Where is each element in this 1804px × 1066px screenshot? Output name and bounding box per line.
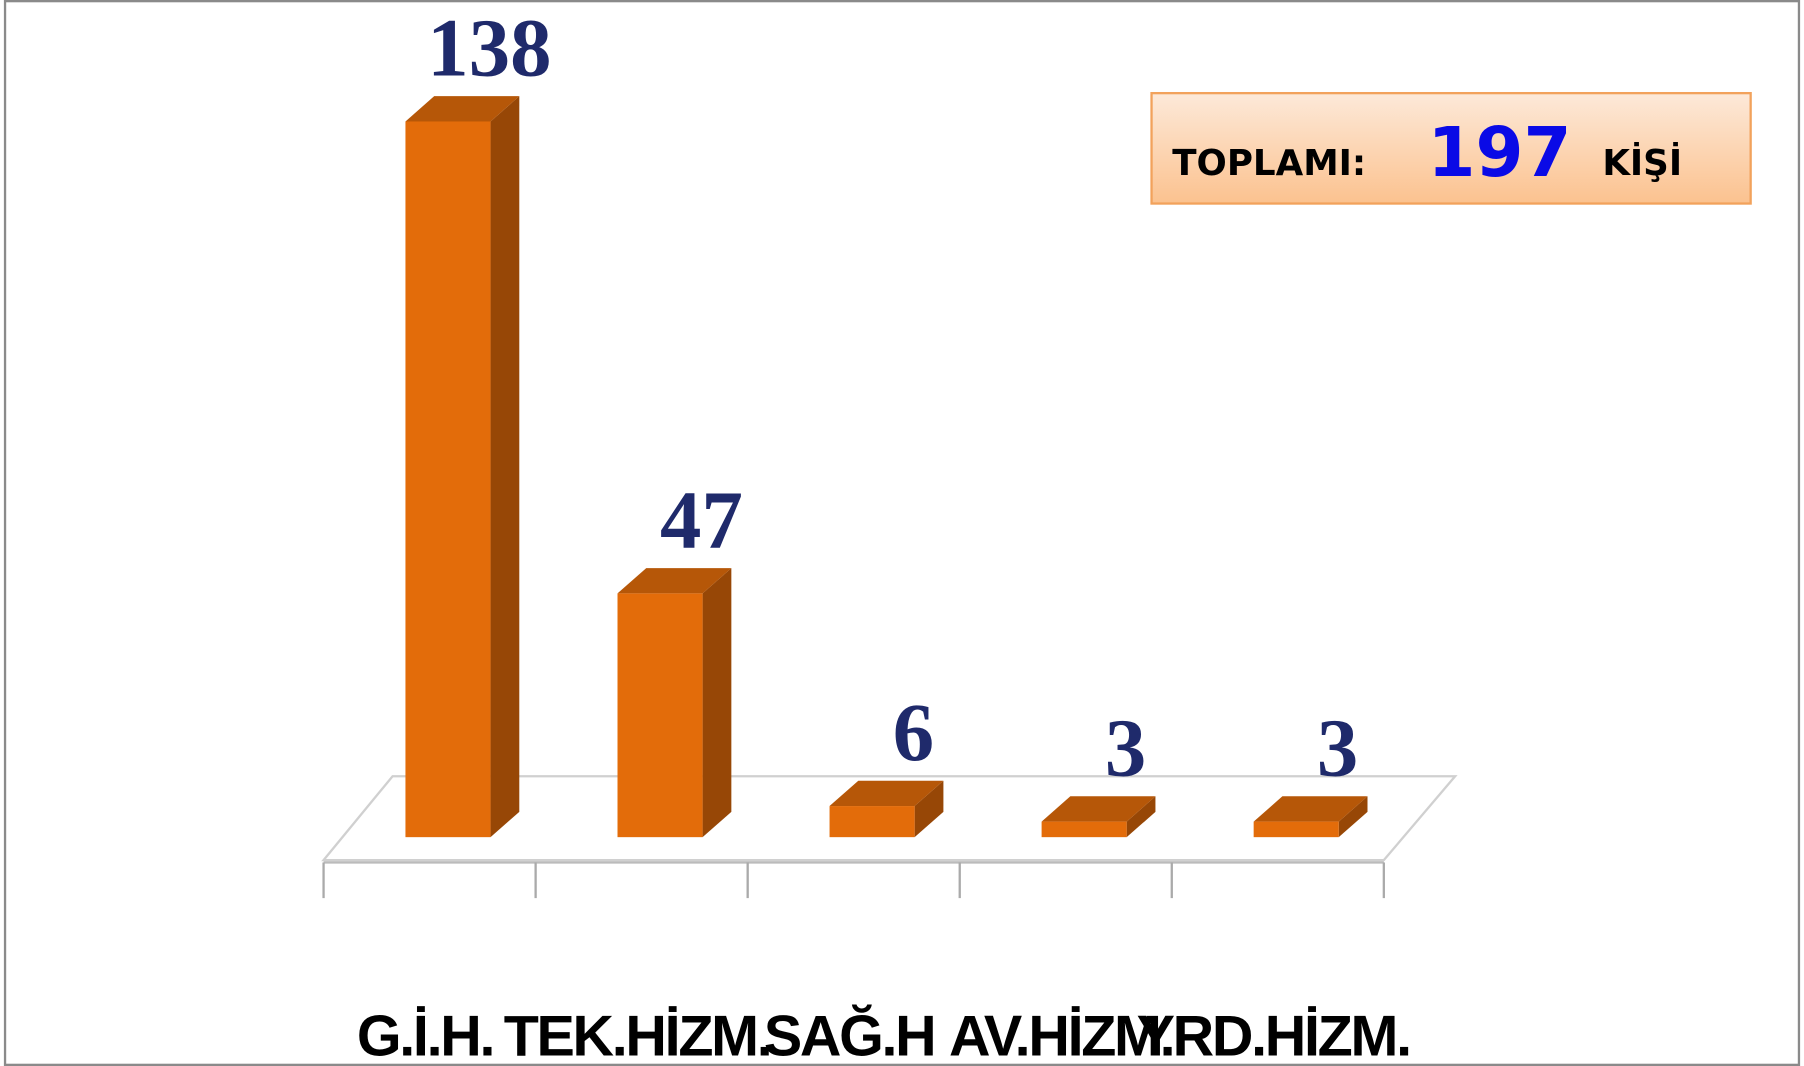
bar-top — [617, 568, 732, 594]
bar-side — [1338, 796, 1368, 838]
bar-top — [1041, 796, 1156, 822]
annotation-box: TOPLAMI: 197 KİŞİ — [1150, 91, 1752, 205]
bar-side — [490, 96, 520, 838]
bar-top — [829, 780, 944, 807]
annotation-unit: KİŞİ — [1602, 142, 1682, 184]
bar-side — [1126, 796, 1156, 838]
bar-side — [702, 568, 732, 838]
x-tick-label: TEK.HİZM. — [504, 1005, 771, 1066]
bar — [1041, 821, 1127, 838]
bar-top — [405, 96, 520, 122]
box — [1150, 91, 1752, 205]
bar — [405, 121, 491, 838]
value-label: 6 — [893, 686, 934, 778]
value-label: 3 — [1105, 702, 1146, 794]
bar-top — [1253, 796, 1368, 822]
annotation-label: TOPLAMI: — [1172, 143, 1366, 184]
x-tick-label: G.İ.H. — [357, 1005, 493, 1066]
annotation-value: 197 — [1428, 113, 1572, 193]
bar-side — [914, 780, 944, 838]
value-label: 3 — [1317, 702, 1358, 794]
floor — [321, 775, 1458, 862]
x-tick-label: AV.HİZM. — [949, 1005, 1173, 1066]
x-tick-label: SAĞ.H — [764, 1005, 935, 1066]
bar — [617, 593, 703, 838]
bar — [1253, 821, 1339, 838]
bar — [829, 806, 915, 838]
value-label: 138 — [427, 1, 551, 93]
value-label: 47 — [660, 473, 743, 565]
x-tick-label: YRD.HİZM. — [1137, 1005, 1410, 1066]
